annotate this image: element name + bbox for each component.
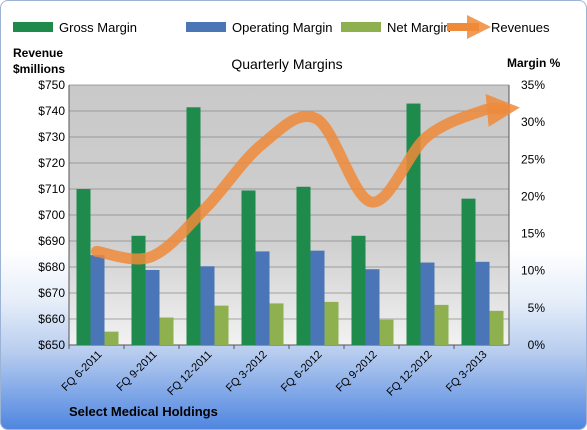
legend-label: Net Margin xyxy=(387,20,451,35)
revenue-line xyxy=(91,94,520,265)
gross-margin-bar xyxy=(351,235,366,345)
left-tick-label: $740 xyxy=(38,104,65,118)
bars xyxy=(76,103,504,346)
left-tick-label: $750 xyxy=(38,78,65,92)
legend: Gross Margin Operating Margin Net Margin Re… xyxy=(13,15,550,39)
gross-margin-bar xyxy=(241,190,256,345)
gross-margin-bar xyxy=(76,189,91,345)
legend-label: Revenues xyxy=(491,20,550,35)
right-axis-ticks: 0% 5% 10% 15% 20% 25% 30% 35% xyxy=(521,78,545,352)
net-margin-bar xyxy=(104,331,119,345)
right-tick-label: 35% xyxy=(521,78,545,92)
x-tick-label: FQ 3-2013 xyxy=(444,349,490,395)
net-margin-bar xyxy=(434,304,449,345)
company-name: Select Medical Holdings xyxy=(69,404,218,419)
x-tick-label: FQ 3-2012 xyxy=(224,349,270,395)
legend-label: Gross Margin xyxy=(59,20,137,35)
operating-margin-bar xyxy=(475,261,490,345)
net-margin-bar xyxy=(214,305,229,345)
right-tick-label: 25% xyxy=(521,152,545,166)
legend-swatch xyxy=(13,22,53,32)
x-tick-label: FQ 6-2011 xyxy=(60,349,105,394)
legend-swatch xyxy=(186,22,226,32)
operating-margin-bar xyxy=(310,250,325,345)
left-axis-label-line2: $millions xyxy=(13,62,65,76)
x-tick-label: FQ 9-2012 xyxy=(334,349,380,395)
left-tick-label: $650 xyxy=(38,338,65,352)
operating-margin-bar xyxy=(90,255,105,345)
gross-margin-bar xyxy=(296,186,311,345)
net-margin-bar xyxy=(379,319,394,345)
operating-margin-bar xyxy=(365,269,380,345)
right-tick-label: 10% xyxy=(521,264,545,278)
operating-margin-bar xyxy=(420,262,435,345)
x-tick-label: FQ 9-2011 xyxy=(115,349,160,394)
right-tick-label: 30% xyxy=(521,115,545,129)
net-margin-bar xyxy=(269,303,284,345)
legend-label: Operating Margin xyxy=(232,20,332,35)
left-axis-label-line1: Revenue xyxy=(13,46,63,60)
left-axis-ticks: $650 $660 $670 $680 $690 $700 $710 $720 $730 $740… xyxy=(38,78,65,352)
left-tick-label: $700 xyxy=(38,208,65,222)
net-margin-bar xyxy=(489,310,504,345)
operating-margin-bar xyxy=(145,269,160,345)
net-margin-bar xyxy=(159,317,174,345)
chart-title: Quarterly Margins xyxy=(231,56,342,72)
right-tick-label: 15% xyxy=(521,227,545,241)
left-tick-label: $730 xyxy=(38,130,65,144)
operating-margin-bar xyxy=(255,251,270,345)
left-tick-label: $680 xyxy=(38,260,65,274)
x-tick-label: FQ 12-2011 xyxy=(165,349,214,398)
right-tick-label: 0% xyxy=(528,338,546,352)
left-tick-label: $670 xyxy=(38,286,65,300)
left-tick-label: $710 xyxy=(38,182,65,196)
operating-margin-bar xyxy=(200,266,215,345)
x-tick-label: FQ 6-2012 xyxy=(279,349,325,395)
left-tick-label: $660 xyxy=(38,312,65,326)
right-tick-label: 20% xyxy=(521,189,545,203)
left-tick-label: $720 xyxy=(38,156,65,170)
legend-swatch xyxy=(341,22,381,32)
right-tick-label: 5% xyxy=(528,301,546,315)
x-axis-ticks: FQ 6-2011 FQ 9-2011 FQ 12-2011 FQ 3-2012 FQ … xyxy=(60,345,490,399)
gross-margin-bar xyxy=(131,235,146,345)
left-tick-label: $690 xyxy=(38,234,65,248)
gross-margin-bar xyxy=(461,198,476,345)
net-margin-bar xyxy=(324,301,339,345)
x-tick-label: FQ 12-2012 xyxy=(385,349,435,399)
right-axis-label: Margin % xyxy=(507,56,561,70)
